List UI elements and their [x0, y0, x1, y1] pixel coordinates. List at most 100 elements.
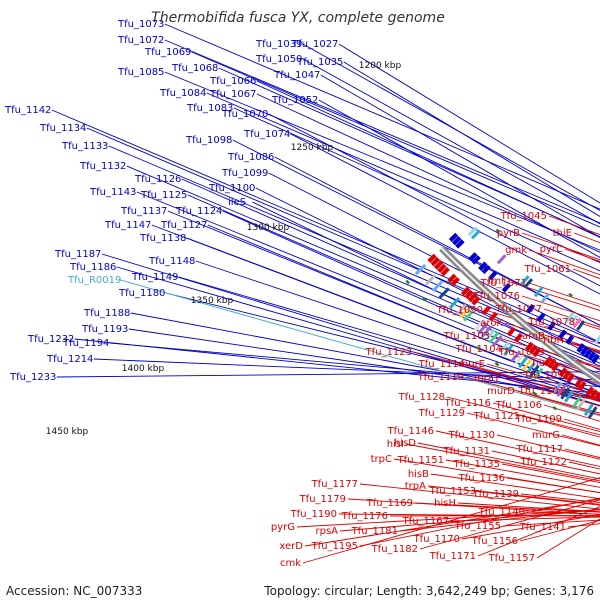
- reverse-gene-label: Tfu_1171: [429, 551, 476, 562]
- annotation-stripe: [587, 406, 598, 419]
- annotation-stripe: [533, 286, 544, 298]
- label-connector: [195, 260, 600, 397]
- reverse-gene-label: trpC: [371, 454, 392, 465]
- kbp-tick-label: 1300 kbp: [247, 223, 290, 233]
- annotation-stripe: [488, 331, 500, 344]
- annotation-stripe: [525, 361, 536, 374]
- annotation-stripe: [564, 390, 575, 403]
- reverse-gene-label: Tfu_1167: [402, 516, 449, 527]
- forward-gene-label: Tfu_1098: [185, 135, 232, 146]
- annotation-stripe: [499, 341, 510, 354]
- forward-gene-mark: [488, 270, 498, 281]
- forward-gene-label: Tfu_1188: [83, 308, 130, 319]
- reverse-gene-mark: [464, 289, 474, 300]
- label-connector: [274, 156, 600, 327]
- label-connector: [120, 279, 600, 417]
- forward-gene-mark: [565, 335, 575, 345]
- label-connector: [414, 502, 600, 513]
- reverse-gene-mark: [585, 386, 595, 397]
- reverse-gene-label: trpA: [405, 481, 426, 492]
- forward-gene-label: Tfu_1127: [160, 220, 207, 231]
- reverse-gene-label: Tfu_1077: [495, 304, 542, 315]
- label-connector: [506, 477, 600, 494]
- reverse-gene-label: Tfu_1128: [398, 392, 445, 403]
- label-connector: [318, 99, 600, 258]
- forward-gene-label: Tfu_1035: [296, 57, 343, 68]
- reverse-gene-mark: [551, 361, 560, 372]
- reverse-gene-label: Tfu_1182: [371, 544, 418, 555]
- annotation-stripe: [529, 364, 540, 377]
- reverse-gene-label: pyrC: [540, 244, 563, 255]
- reverse-gene-label: Tfu_1151: [397, 455, 444, 466]
- forward-gene-label: Tfu_1072: [117, 35, 164, 46]
- forward-gene-mark: [471, 255, 481, 265]
- label-connector: [435, 430, 600, 467]
- label-connector: [496, 434, 600, 460]
- marker-dash: [494, 361, 500, 367]
- label-connector: [536, 518, 600, 559]
- label-connector: [101, 253, 600, 406]
- forward-gene-mark: [558, 329, 567, 340]
- label-connector: [93, 358, 600, 381]
- label-connector: [457, 502, 600, 513]
- label-connector: [359, 483, 600, 510]
- reverse-gene-label: Tfu_1131: [443, 446, 490, 457]
- reverse-gene-mark: [558, 367, 568, 378]
- forward-gene-label: Tfu_1069: [144, 47, 191, 58]
- reverse-gene-mark: [481, 305, 491, 316]
- label-connector: [419, 499, 600, 550]
- label-connector: [492, 402, 600, 433]
- reverse-gene-label: Tfu_1117: [516, 444, 563, 455]
- reverse-gene-mark: [471, 296, 481, 306]
- forward-gene-label: Tfu_1066: [209, 76, 256, 87]
- forward-gene-mark: [455, 239, 465, 249]
- forward-gene-label: Tfu_1193: [81, 324, 128, 335]
- forward-gene-label: Tfu_1070: [221, 109, 268, 120]
- forward-gene-label: Tfu_1084: [159, 88, 206, 99]
- reverse-gene-label: pyrG: [271, 522, 295, 533]
- reverse-gene-label: Tfu_1156: [471, 536, 518, 547]
- forward-gene-label: Tfu_1068: [171, 63, 218, 74]
- reverse-gene-mark: [589, 388, 599, 399]
- marker-dash: [405, 279, 410, 285]
- label-connector: [290, 133, 600, 295]
- forward-gene-label: Tfu_1186: [69, 262, 116, 273]
- reverse-gene-label: hisD: [394, 438, 416, 449]
- annotation-stripe: [424, 274, 437, 286]
- forward-gene-mark: [478, 261, 488, 271]
- label-connector: [359, 497, 600, 547]
- forward-gene-label: Tfu_1194: [62, 338, 109, 349]
- label-connector: [445, 459, 600, 488]
- rna-gene-label: Tfu_R0019: [67, 275, 121, 286]
- reverse-gene-label: Tfu_1123: [365, 347, 412, 358]
- forward-gene-label: ileS: [228, 197, 246, 208]
- label-connector: [181, 178, 600, 364]
- label-connector: [491, 450, 600, 475]
- kbp-scale: 1200 kbp 1250 kbp 1300 kbp 1350 kbp 1400 kbp…: [46, 61, 402, 437]
- reverse-gene-mark: [543, 356, 553, 366]
- reverse-gene-mark: [547, 358, 557, 369]
- forward-gene-label: Tfu_1143: [89, 187, 136, 198]
- reverse-gene-label: xerD: [279, 541, 303, 552]
- reverse-gene-label: Tfu_1090: [436, 305, 483, 316]
- forward-gene-mark: [448, 232, 459, 243]
- reverse-gene-label: fmt: [488, 276, 505, 287]
- reverse-gene-label: Tfu_1116: [444, 398, 491, 409]
- label-connector: [430, 473, 600, 500]
- forward-gene-label: Tfu_1148: [148, 256, 195, 267]
- annotation-stripe: [552, 381, 563, 395]
- annotation-stripe: [431, 280, 444, 293]
- reverse-gene-label: Tfu_1195: [311, 541, 358, 552]
- reverse-gene-label: Tfu_1181: [351, 526, 398, 537]
- marker-dash: [495, 228, 501, 234]
- forward-gene-mark: [591, 353, 600, 364]
- kbp-tick-label: 1200 kbp: [359, 61, 402, 71]
- forward-gene-label: Tfu_1074: [243, 129, 290, 140]
- marker-dash: [568, 292, 573, 298]
- forward-gene-label: Tfu_1214: [46, 354, 93, 365]
- annotation-stripe: [470, 229, 481, 240]
- forward-gene-label: Tfu_1085: [117, 67, 164, 78]
- annotation-stripe: [438, 287, 450, 299]
- annotation-stripe: [496, 254, 507, 265]
